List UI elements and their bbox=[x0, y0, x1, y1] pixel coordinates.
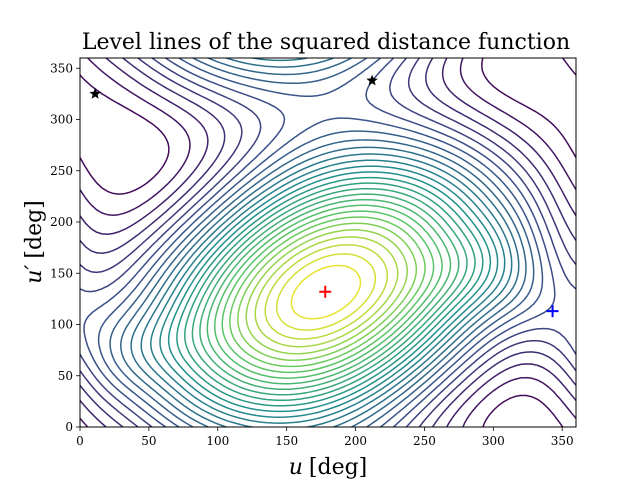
contour-level bbox=[191, 187, 468, 396]
contour-level bbox=[275, 253, 377, 331]
contour-level bbox=[214, 204, 443, 379]
contour-level bbox=[83, 58, 556, 427]
contour-level bbox=[254, 236, 399, 348]
y-axis-label: u′[deg] bbox=[22, 200, 47, 284]
contour-lines bbox=[80, 58, 576, 427]
y-axis-ticks: 0 50 100 150 200 250 300 350 bbox=[50, 61, 80, 434]
x-tick-label: 150 bbox=[275, 434, 298, 448]
y-tick-label: 50 bbox=[58, 369, 73, 383]
contour-level bbox=[221, 210, 435, 374]
plus-marker bbox=[546, 305, 559, 318]
contour-level bbox=[176, 176, 484, 407]
contour-level bbox=[80, 58, 576, 427]
y-tick-label: 350 bbox=[50, 61, 73, 75]
contour-level bbox=[150, 159, 506, 424]
star-marker bbox=[89, 87, 101, 99]
contour-level bbox=[229, 216, 426, 368]
contour-level bbox=[184, 182, 476, 402]
contour-level bbox=[206, 198, 452, 385]
x-tick-label: 0 bbox=[76, 434, 84, 448]
x-tick-label: 350 bbox=[551, 434, 574, 448]
contour-level bbox=[264, 244, 389, 340]
y-tick-label: 300 bbox=[50, 113, 73, 127]
plot-frame bbox=[79, 57, 577, 428]
plus-marker bbox=[319, 285, 332, 298]
contour-level bbox=[97, 58, 544, 427]
x-tick-label: 100 bbox=[206, 434, 229, 448]
x-axis-label: u [deg] bbox=[289, 455, 368, 480]
contour-level bbox=[109, 58, 535, 427]
contour-level bbox=[80, 58, 576, 427]
chart-title: Level lines of the squared distance func… bbox=[82, 30, 570, 55]
contour-level bbox=[80, 58, 576, 427]
contour-level bbox=[237, 222, 418, 362]
contour-level bbox=[80, 58, 576, 427]
contour-level bbox=[119, 58, 527, 427]
x-tick-label: 50 bbox=[141, 434, 156, 448]
contour-level bbox=[140, 58, 513, 427]
plot-markers bbox=[89, 74, 559, 318]
x-tick-label: 300 bbox=[482, 434, 505, 448]
y-tick-label: 100 bbox=[50, 318, 73, 332]
contour-level bbox=[199, 193, 460, 391]
contour-level bbox=[245, 229, 409, 355]
y-tick-label: 200 bbox=[50, 215, 73, 229]
contour-level bbox=[290, 264, 362, 320]
contour-level bbox=[167, 171, 492, 413]
contour-level bbox=[130, 58, 520, 427]
y-tick-label: 0 bbox=[65, 420, 73, 434]
x-axis-ticks: 0 50 100 150 200 250 300 350 bbox=[76, 427, 574, 448]
y-tick-label: 150 bbox=[50, 266, 73, 280]
x-tick-label: 200 bbox=[344, 434, 367, 448]
contour-level bbox=[159, 165, 499, 418]
contour-level bbox=[80, 58, 576, 427]
star-marker bbox=[366, 74, 378, 86]
x-tick-label: 250 bbox=[413, 434, 436, 448]
y-tick-label: 250 bbox=[50, 164, 73, 178]
contour-level bbox=[80, 58, 576, 427]
